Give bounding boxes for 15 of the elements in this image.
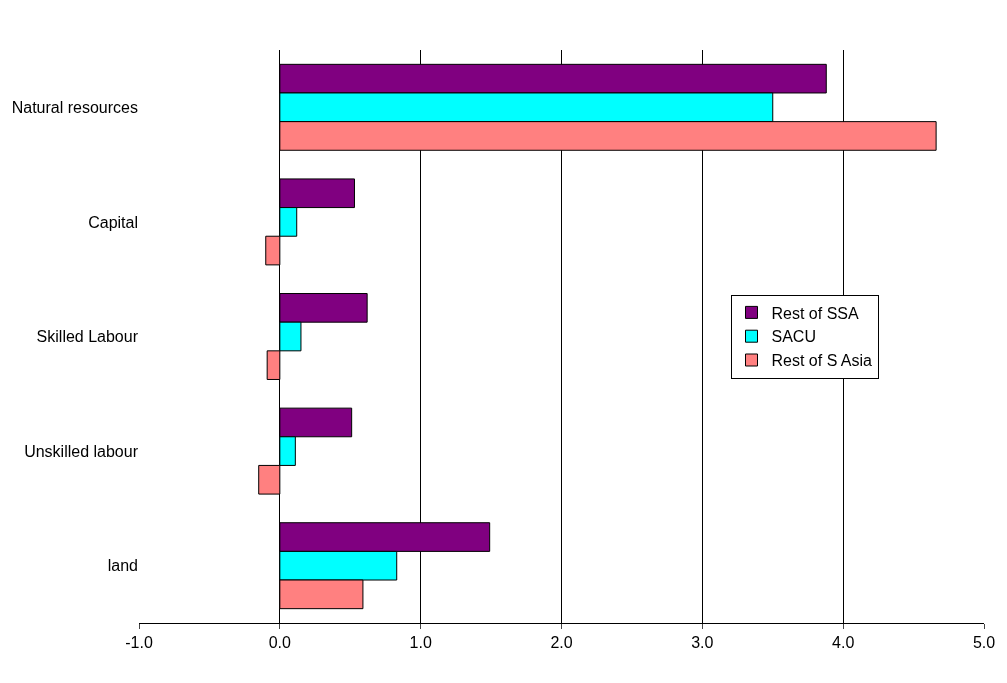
x-tick-label: 3.0 — [691, 634, 714, 652]
y-tick-label: Skilled Labour — [36, 328, 139, 346]
y-tick-label: Unskilled labour — [24, 442, 139, 460]
x-tick-label: 0.0 — [268, 634, 292, 652]
y-tick-label: land — [107, 557, 138, 575]
x-tick-label: 4.0 — [832, 634, 855, 652]
legend-label: Rest of S Asia — [771, 352, 873, 370]
x-tick-label: 5.0 — [972, 634, 996, 652]
y-tick-label: Capital — [88, 213, 138, 231]
x-tick-label: -1.0 — [125, 634, 153, 652]
y-tick-label: Natural resources — [11, 98, 138, 116]
x-tick-label: 1.0 — [409, 634, 432, 652]
legend-label: SACU — [771, 328, 816, 346]
x-tick-label: 2.0 — [550, 634, 573, 652]
legend-label: Rest of SSA — [771, 304, 859, 322]
